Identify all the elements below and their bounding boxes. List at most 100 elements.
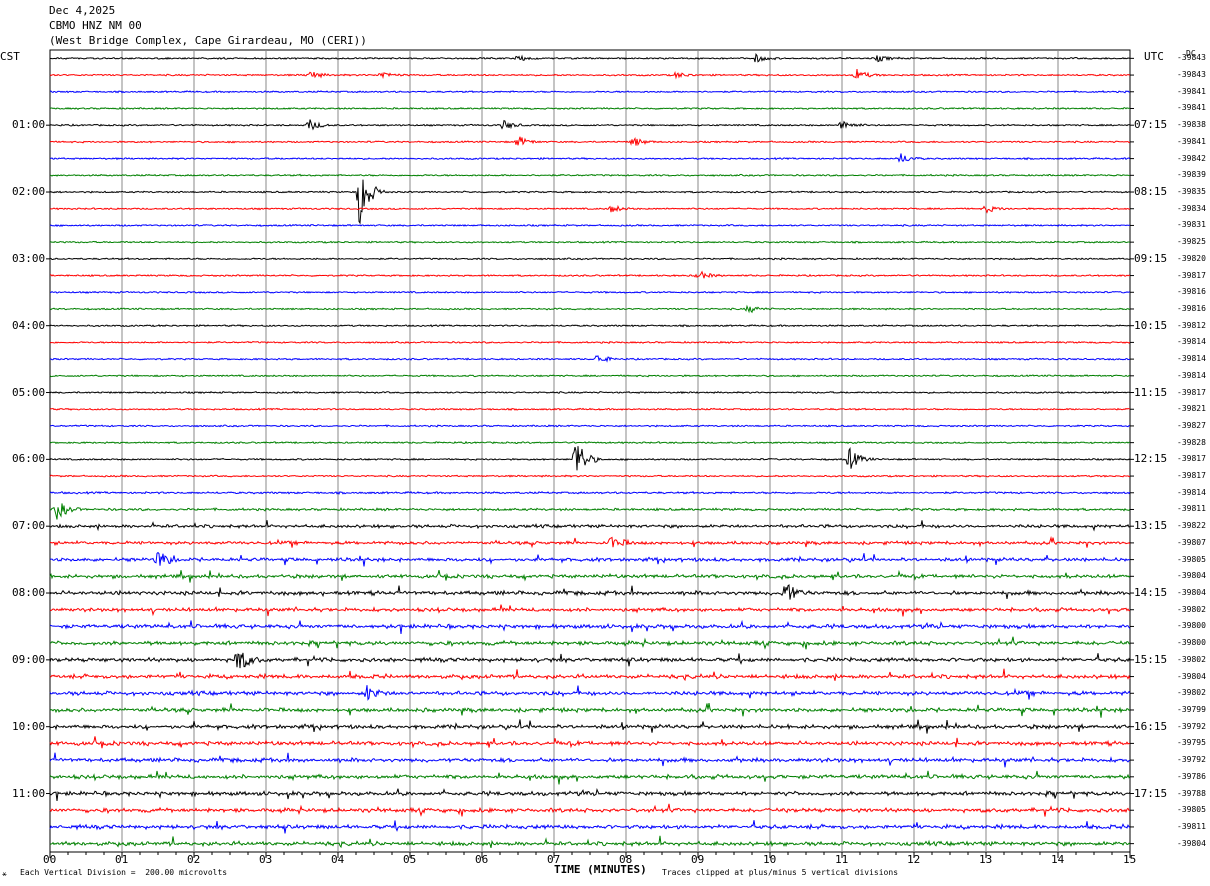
trace-offset-label: -39828 (1177, 437, 1206, 447)
trace-offset-label: -39817 (1177, 471, 1206, 481)
seismic-trace (49, 324, 1131, 328)
trace-offset-label: -39839 (1177, 170, 1206, 180)
seismic-trace (49, 240, 1131, 244)
seismic-trace (49, 787, 1131, 802)
trace-offset-label: -39799 (1177, 704, 1206, 714)
trace-offset-label: -39814 (1177, 370, 1206, 380)
seismic-trace (49, 446, 1131, 471)
trace-offset-label: -39811 (1177, 504, 1206, 514)
seismic-trace (49, 520, 1131, 532)
right-hour-label: 08:15 (1134, 185, 1168, 199)
seismic-trace (49, 374, 1131, 378)
trace-offset-label: -39795 (1177, 738, 1206, 748)
x-axis-title: TIME (MINUTES) (554, 863, 647, 876)
seismic-trace (49, 179, 1131, 225)
right-hour-label: 16:15 (1134, 719, 1168, 733)
trace-offset-label: -39842 (1177, 153, 1206, 163)
seismic-trace (49, 503, 1131, 520)
right-hour-label: 14:15 (1134, 586, 1168, 600)
trace-offset-label: -39800 (1177, 621, 1206, 631)
footer-marker-icon: ⚹ (2, 869, 7, 878)
right-timezone: UTC (1144, 50, 1164, 63)
trace-offset-label: -39805 (1177, 805, 1206, 815)
x-tick-label: 11 (835, 853, 849, 866)
seismic-trace (49, 584, 1131, 600)
trace-offset-label: -39843 (1177, 53, 1206, 63)
trace-offset-label: -39814 (1177, 337, 1206, 347)
seismic-trace (49, 604, 1131, 617)
trace-offset-label: -39807 (1177, 537, 1206, 547)
trace-offset-label: -39816 (1177, 303, 1206, 313)
seismic-trace (49, 474, 1131, 478)
trace-offset-label: -39820 (1177, 253, 1206, 263)
seismic-trace (49, 703, 1131, 718)
seismic-trace (50, 153, 1131, 163)
trace-offset-label: -39831 (1177, 220, 1206, 230)
trace-offset-label: -39804 (1177, 571, 1206, 581)
right-hour-label: 15:15 (1134, 652, 1168, 666)
right-hour-label: 09:15 (1134, 251, 1168, 265)
x-tick-label: 02 (187, 853, 201, 866)
trace-offset-label: -39817 (1177, 387, 1206, 397)
seismic-trace (49, 668, 1131, 682)
seismic-trace (49, 119, 1131, 131)
station-location: (West Bridge Complex, Cape Girardeau, MO… (49, 34, 367, 47)
trace-offset-label: -39841 (1177, 86, 1206, 96)
x-tick-label: 05 (403, 853, 417, 866)
seismic-trace (49, 407, 1131, 411)
left-hour-label: 09:00 (12, 652, 46, 666)
trace-offset-label: -39841 (1177, 136, 1206, 146)
trace-offset-label: -39786 (1177, 771, 1206, 781)
trace-offset-label: -39792 (1177, 721, 1206, 731)
left-hour-label: 08:00 (12, 586, 46, 600)
seismic-trace (49, 223, 1130, 228)
seismic-trace (49, 304, 1131, 314)
trace-offset-label: -39804 (1177, 838, 1206, 848)
seismic-trace (49, 803, 1131, 817)
footer-clip-note: Traces clipped at plus/minus 5 vertical … (662, 868, 899, 877)
left-hour-label: 11:00 (12, 786, 46, 800)
left-hour-label: 03:00 (12, 251, 46, 265)
x-tick-label: 14 (1051, 853, 1065, 866)
trace-offset-label: -39843 (1177, 70, 1206, 80)
seismic-trace (49, 535, 1131, 549)
trace-offset-label: -39817 (1177, 270, 1206, 280)
seismic-trace (49, 736, 1131, 749)
x-tick-label: 08 (619, 853, 633, 866)
seismic-trace (49, 424, 1131, 428)
trace-offset-label: -39827 (1177, 420, 1206, 430)
trace-offset-label: -39834 (1177, 203, 1206, 213)
x-tick-label: 15 (1123, 853, 1137, 866)
footer-vertical-division: Each Vertical Division = 200.00 microvol… (20, 868, 228, 877)
trace-offset-label: -39788 (1177, 788, 1206, 798)
x-tick-label: 09 (691, 853, 705, 866)
seismic-trace (49, 719, 1131, 734)
seismic-trace (49, 440, 1130, 445)
trace-offset-label: -39825 (1177, 237, 1206, 247)
record-date: Dec 4,2025 (49, 4, 116, 17)
seismic-trace (49, 619, 1131, 635)
x-tick-label: 12 (907, 853, 921, 866)
left-hour-label: 10:00 (12, 719, 46, 733)
right-hour-label: 07:15 (1134, 118, 1168, 132)
seismic-trace (49, 173, 1131, 177)
trace-offset-label: -39811 (1177, 821, 1206, 831)
seismic-trace (49, 490, 1131, 495)
seismic-trace (49, 53, 1131, 63)
seismic-trace (49, 551, 1131, 567)
seismic-trace (49, 636, 1131, 650)
x-tick-label: 13 (979, 853, 993, 866)
trace-offset-label: -39816 (1177, 287, 1206, 297)
seismic-trace (49, 390, 1131, 395)
trace-offset-label: -39805 (1177, 554, 1206, 564)
x-tick-label: 06 (475, 853, 489, 866)
plot-frame (49, 49, 1131, 853)
trace-offset-label: -39802 (1177, 604, 1206, 614)
seismic-trace (49, 685, 1131, 701)
trace-offset-label: -39814 (1177, 487, 1206, 497)
right-hour-label: 17:15 (1134, 786, 1168, 800)
trace-offset-label: -39812 (1177, 320, 1206, 330)
dc-label: DC (1186, 49, 1196, 58)
seismic-trace (49, 204, 1131, 214)
right-hour-label: 11:15 (1134, 385, 1168, 399)
